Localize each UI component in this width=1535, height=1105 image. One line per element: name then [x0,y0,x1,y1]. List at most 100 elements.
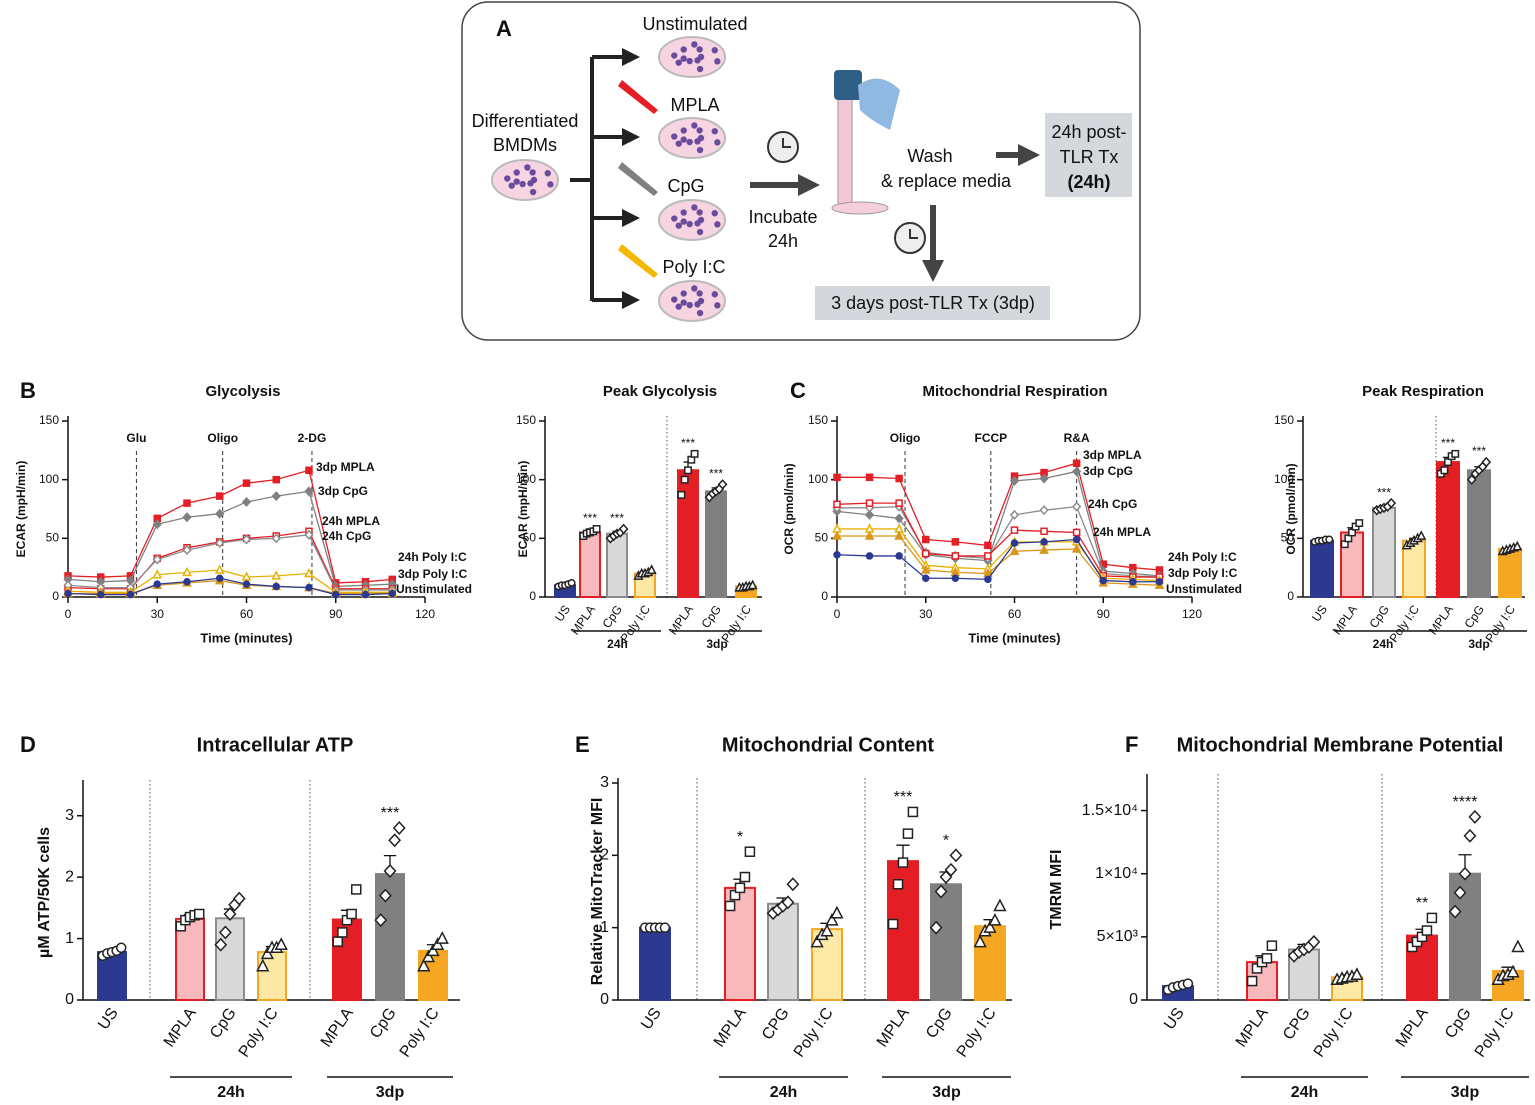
x-tick-label: MPLA [711,1005,750,1051]
y-axis-label: µM ATP/50K cells [36,827,53,958]
x-tick-label: CpG [207,1005,240,1042]
data-point [1325,535,1334,544]
series-marker [183,577,191,586]
data-point [256,958,270,972]
cell [671,52,678,59]
series-line [67,577,393,596]
cell [714,302,721,309]
series-marker [304,568,314,578]
series-marker [304,529,314,540]
arrow-head [922,260,944,282]
plate [831,201,889,215]
series-marker [215,574,224,582]
legend-label: 24h MPLA [1093,525,1151,539]
series-marker [922,549,930,558]
data-point [734,882,746,894]
cell [504,175,511,182]
x-tick-label: CpG [599,603,625,631]
data-point [830,905,844,919]
x-tick-label: MPLA [161,1005,200,1051]
chart-title: Peak Glycolysis [603,383,717,400]
y-tick-label: 50 [815,531,829,545]
data-point [337,927,348,938]
data-point [232,891,246,906]
x-tick-label: MPLA [666,603,696,638]
data-point [1466,474,1477,485]
series-marker [922,574,930,582]
data-point [944,862,958,877]
data-point [677,490,686,499]
series-marker [1010,526,1019,534]
data-point [1468,809,1482,824]
x-tick-label: CpG [1461,603,1487,631]
data-point [1355,519,1364,528]
cell [696,309,704,317]
data-point [421,949,436,963]
series-marker [182,545,192,556]
cell [696,228,704,236]
cell [544,170,551,177]
data-point [810,934,824,948]
data-point [646,564,657,574]
legend-label: Unstimulated [1166,582,1242,596]
event-label: Glu [126,431,146,445]
data-point [820,923,834,937]
cell [547,181,554,188]
series-marker [951,538,960,546]
dish [491,159,559,201]
box-24h [1045,113,1132,197]
x-tick-label: Poly I:C [791,1005,837,1061]
tip-pic [618,244,658,278]
series-marker [215,538,225,549]
x-tick-label: 90 [1097,607,1111,621]
cell [686,220,693,228]
cell [696,46,703,53]
data-point [223,907,237,921]
data-point [887,918,899,930]
y-tick-label: 100 [516,472,536,486]
cell [694,301,701,308]
bar [930,883,962,1001]
pipette-controller [834,70,862,100]
series-marker [242,580,251,588]
chart-title: Intracellular ATP [197,734,354,756]
data-point [897,857,909,868]
y-tick-label: 2 [600,847,609,864]
data-point [1511,939,1525,953]
data-point [1246,975,1258,987]
x-tick-label: US [1309,603,1330,625]
cell [694,138,701,145]
significance: * [943,833,949,850]
series-line [67,469,393,584]
cell [675,222,682,229]
y-tick-label: 1 [65,930,74,947]
significance: *** [681,436,695,450]
y-tick-label: 50 [523,531,537,545]
series-line [67,530,393,590]
x-tick-label: MPLA [1233,1005,1272,1051]
data-point [346,908,357,920]
y-tick-label: 2 [65,868,74,885]
series-marker [894,530,904,540]
series-marker [332,590,340,599]
data-point [1307,934,1321,949]
chart-title: Peak Respiration [1362,383,1484,400]
data-point [1458,866,1472,881]
x-tick-label: US [552,603,573,625]
series-line [836,538,1160,583]
cell [675,140,682,147]
chart-title: Mitochondrial Content [722,734,935,756]
y-tick-label: 3 [65,807,74,824]
series-marker [984,541,992,550]
group-label: 3dp [376,1084,405,1101]
series-marker [895,552,903,560]
x-tick-label: MPLA [568,603,598,638]
x-tick-label: CPG [759,1005,793,1043]
significance: *** [610,511,624,525]
significance: *** [1472,444,1486,458]
bar [705,490,727,598]
series-marker [865,552,874,560]
condition: CpG [667,176,704,196]
data-point [430,937,445,950]
data-point [988,912,1002,926]
